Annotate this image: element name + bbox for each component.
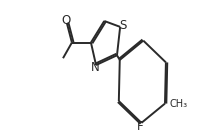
Text: N: N bbox=[91, 61, 100, 74]
Text: F: F bbox=[137, 120, 144, 133]
Text: S: S bbox=[119, 19, 127, 32]
Text: CH₃: CH₃ bbox=[170, 99, 188, 109]
Text: O: O bbox=[62, 14, 71, 27]
